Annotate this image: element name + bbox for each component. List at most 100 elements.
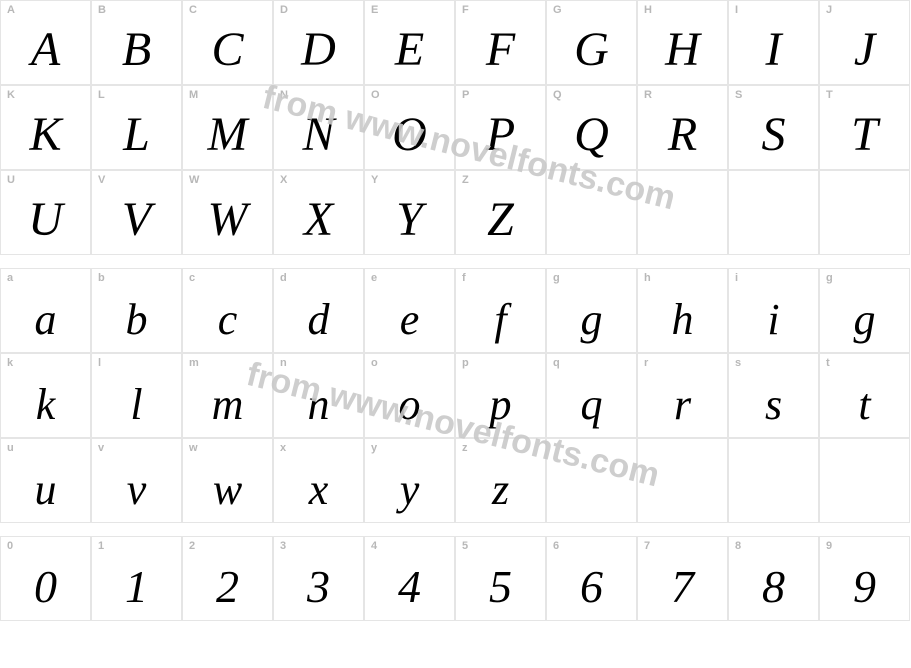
cell-label: 3 — [280, 540, 286, 552]
cell-glyph: i — [729, 298, 818, 342]
cell-glyph: z — [456, 468, 545, 512]
cell-glyph: a — [1, 298, 90, 342]
glyph-cell: 55 — [455, 536, 546, 621]
cell-label: 5 — [462, 540, 468, 552]
grid-row: UUVVWWXXYYZZ — [0, 170, 910, 255]
cell-label: i — [735, 272, 738, 284]
glyph-cell: ff — [455, 268, 546, 353]
cell-label: X — [280, 174, 287, 186]
cell-glyph: l — [92, 383, 181, 427]
cell-label: 0 — [7, 540, 13, 552]
cell-glyph: 3 — [274, 564, 363, 610]
glyph-cell: qq — [546, 353, 637, 438]
glyph-cell: AA — [0, 0, 91, 85]
cell-label: 2 — [189, 540, 195, 552]
cell-label: n — [280, 357, 287, 369]
cell-label: D — [280, 4, 288, 16]
glyph-cell: nn — [273, 353, 364, 438]
cell-label: u — [7, 442, 14, 454]
cell-glyph: r — [638, 383, 727, 427]
cell-glyph: O — [365, 111, 454, 159]
cell-label: y — [371, 442, 377, 454]
glyph-cell: aa — [0, 268, 91, 353]
glyph-cell: WW — [182, 170, 273, 255]
cell-label: C — [189, 4, 197, 16]
cell-glyph: 8 — [729, 564, 818, 610]
glyph-cell: ee — [364, 268, 455, 353]
cell-label: W — [189, 174, 199, 186]
cell-label: 7 — [644, 540, 650, 552]
glyph-cell: xx — [273, 438, 364, 523]
glyph-cell: tt — [819, 353, 910, 438]
glyph-cell: hh — [637, 268, 728, 353]
glyph-cell — [637, 438, 728, 523]
glyph-cell: LL — [91, 85, 182, 170]
glyph-cell: 11 — [91, 536, 182, 621]
cell-glyph: Q — [547, 111, 636, 159]
glyph-cell: SS — [728, 85, 819, 170]
glyph-cell: MM — [182, 85, 273, 170]
cell-glyph: 9 — [820, 564, 909, 610]
cell-label: U — [7, 174, 15, 186]
grid-row: aabbccddeeffgghhiigg — [0, 268, 910, 353]
cell-label: Z — [462, 174, 469, 186]
glyph-cell: mm — [182, 353, 273, 438]
grid-uppercase: AABBCCDDEEFFGGHHIIJJKKLLMMNNOOPPQQRRSSTT… — [0, 0, 910, 255]
glyph-cell: XX — [273, 170, 364, 255]
cell-label: c — [189, 272, 195, 284]
cell-glyph: X — [274, 196, 363, 244]
glyph-cell: cc — [182, 268, 273, 353]
glyph-cell — [546, 438, 637, 523]
cell-label: z — [462, 442, 468, 454]
cell-label: r — [644, 357, 648, 369]
cell-glyph: C — [183, 26, 272, 74]
cell-label: 8 — [735, 540, 741, 552]
cell-label: K — [7, 89, 15, 101]
glyph-cell: 44 — [364, 536, 455, 621]
glyph-cell: JJ — [819, 0, 910, 85]
cell-glyph: E — [365, 26, 454, 74]
glyph-cell: II — [728, 0, 819, 85]
cell-glyph: B — [92, 26, 181, 74]
glyph-cell — [637, 170, 728, 255]
cell-glyph: k — [1, 383, 90, 427]
grid-digits: 00112233445566778899 — [0, 536, 910, 621]
cell-label: 6 — [553, 540, 559, 552]
cell-label: Q — [553, 89, 562, 101]
cell-glyph: g — [820, 298, 909, 342]
glyph-cell: VV — [91, 170, 182, 255]
glyph-cell: 99 — [819, 536, 910, 621]
cell-label: g — [826, 272, 833, 284]
cell-glyph: S — [729, 111, 818, 159]
cell-label: o — [371, 357, 378, 369]
glyph-cell: bb — [91, 268, 182, 353]
glyph-cell: 77 — [637, 536, 728, 621]
cell-glyph: T — [820, 111, 909, 159]
glyph-cell: CC — [182, 0, 273, 85]
cell-label: F — [462, 4, 469, 16]
cell-glyph: o — [365, 383, 454, 427]
cell-glyph: 2 — [183, 564, 272, 610]
cell-label: I — [735, 4, 738, 16]
cell-label: 1 — [98, 540, 104, 552]
cell-label: T — [826, 89, 833, 101]
cell-glyph: 6 — [547, 564, 636, 610]
glyph-cell — [819, 170, 910, 255]
grid-row: 00112233445566778899 — [0, 536, 910, 621]
cell-glyph: g — [547, 298, 636, 342]
cell-label: P — [462, 89, 469, 101]
cell-glyph: K — [1, 111, 90, 159]
cell-glyph: v — [92, 468, 181, 512]
glyph-cell — [728, 438, 819, 523]
cell-label: v — [98, 442, 104, 454]
cell-glyph: 0 — [1, 564, 90, 610]
glyph-cell: ll — [91, 353, 182, 438]
glyph-cell: OO — [364, 85, 455, 170]
cell-glyph: n — [274, 383, 363, 427]
cell-label: p — [462, 357, 469, 369]
glyph-cell: kk — [0, 353, 91, 438]
cell-label: V — [98, 174, 105, 186]
cell-glyph: c — [183, 298, 272, 342]
glyph-cell — [546, 170, 637, 255]
glyph-cell: ZZ — [455, 170, 546, 255]
